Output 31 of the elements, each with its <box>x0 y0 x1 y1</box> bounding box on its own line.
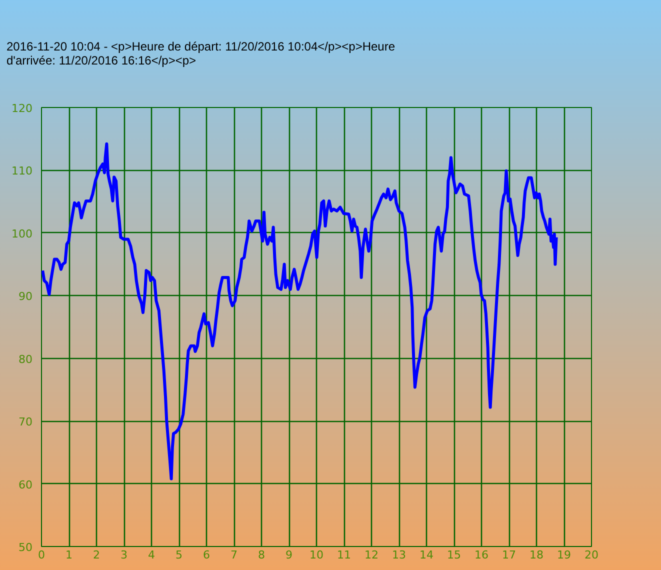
x-tick-label: 11 <box>337 548 351 562</box>
x-tick-label: 18 <box>530 548 544 562</box>
x-tick-label: 15 <box>447 548 461 562</box>
y-tick-label: 50 <box>18 541 33 554</box>
y-tick-label: 110 <box>12 164 33 178</box>
x-tick-label: 1 <box>66 548 72 562</box>
x-tick-label: 4 <box>148 548 155 562</box>
y-tick-label: 60 <box>18 478 33 492</box>
y-tick-label: 70 <box>18 416 33 429</box>
x-tick-label: 2 <box>93 548 100 562</box>
x-tick-label: 0 <box>38 548 45 562</box>
x-tick-label: 3 <box>120 548 128 562</box>
x-tick-label: 13 <box>392 548 406 562</box>
x-tick-label: 20 <box>584 548 598 562</box>
y-tick-label: 80 <box>18 352 33 366</box>
x-tick-label: 7 <box>230 548 238 562</box>
x-tick-label: 14 <box>420 548 434 562</box>
y-tick-label: 90 <box>18 290 33 304</box>
y-tick-label: 120 <box>12 102 33 115</box>
chart-title: 2016-11-20 10:04 - <p>Heure de départ: 11/20/2016 10:04</p><p>Heure d'arrivée: 11/20/2016 16:16</p><p> <box>6 40 396 68</box>
x-tick-label: 9 <box>286 548 292 562</box>
line-series <box>42 142 558 480</box>
x-tick-label: 17 <box>502 548 516 562</box>
x-tick-label: 5 <box>176 548 182 562</box>
x-tick-label: 6 <box>203 548 210 562</box>
x-tick-label: 12 <box>364 548 378 562</box>
x-tick-label: 10 <box>310 548 324 562</box>
x-tick-label: 19 <box>557 548 571 562</box>
x-tick-label: 8 <box>258 548 265 562</box>
x-tick-label: 16 <box>474 548 488 562</box>
y-tick-label: 100 <box>12 227 33 240</box>
